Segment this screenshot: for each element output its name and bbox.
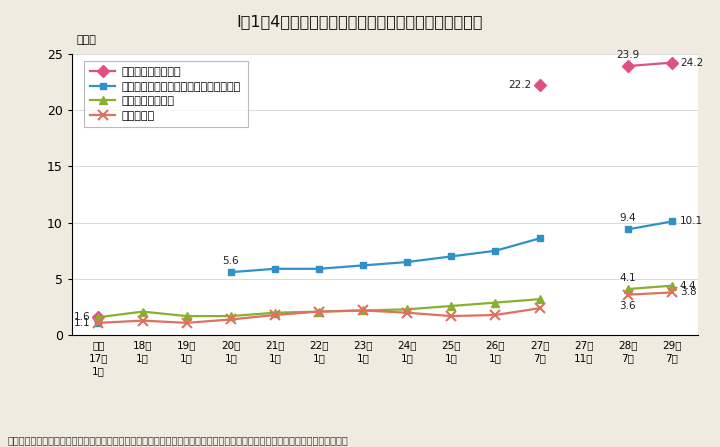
- 指定職相当: [403, 310, 412, 316]
- Text: 10.1: 10.1: [680, 216, 703, 227]
- 本省課室長相当職: [271, 310, 279, 316]
- 本省課室長相当職: [94, 315, 103, 320]
- 指定職相当: [315, 309, 323, 314]
- 本省課室長相当職: [447, 303, 456, 308]
- Text: 3.8: 3.8: [680, 287, 696, 297]
- 指定職相当: [271, 312, 279, 318]
- Line: 指定職相当: 指定職相当: [94, 304, 544, 328]
- 指定職相当: [535, 306, 544, 311]
- Text: 5.6: 5.6: [222, 256, 239, 266]
- Text: I－1－4図　役職段階別国家公務員の女性の割合の推移: I－1－4図 役職段階別国家公務員の女性の割合の推移: [237, 14, 483, 29]
- 指定職相当: [447, 313, 456, 319]
- 本省課室長相当職: [138, 309, 147, 314]
- Text: （備考）内閣官房内閣人事局「女性国家公務員の登用状況及び国家公務員の育児休業等の取得状況のフォローアップ」より作成。: （備考）内閣官房内閣人事局「女性国家公務員の登用状況及び国家公務員の育児休業等の…: [7, 435, 348, 445]
- Text: 1.1: 1.1: [74, 318, 91, 328]
- Line: 本省課室長相当職: 本省課室長相当職: [94, 295, 544, 321]
- 指定職相当: [359, 308, 367, 313]
- 本省課室長相当職: [403, 307, 412, 312]
- Text: 4.1: 4.1: [619, 273, 636, 283]
- 指定職相当: [491, 312, 500, 318]
- Text: 4.4: 4.4: [680, 281, 696, 291]
- Text: 9.4: 9.4: [619, 213, 636, 223]
- 本省課室長相当職: [359, 308, 367, 313]
- Text: 1.6: 1.6: [74, 312, 91, 322]
- 本省課室長相当職: [182, 313, 191, 319]
- Text: 24.2: 24.2: [680, 58, 703, 67]
- Legend: 係長相当職（本省）, 国の地方機関課長・本省課長補佐相当職, 本省課室長相当職, 指定職相当: 係長相当職（本省）, 国の地方機関課長・本省課長補佐相当職, 本省課室長相当職,…: [84, 61, 248, 127]
- 指定職相当: [94, 320, 103, 325]
- 本省課室長相当職: [535, 296, 544, 302]
- Text: （％）: （％）: [76, 34, 96, 45]
- 指定職相当: [227, 317, 235, 322]
- Text: 22.2: 22.2: [508, 80, 531, 90]
- 本省課室長相当職: [491, 300, 500, 305]
- Text: 3.6: 3.6: [619, 301, 636, 311]
- 本省課室長相当職: [227, 313, 235, 319]
- 本省課室長相当職: [315, 309, 323, 314]
- 指定職相当: [182, 320, 191, 325]
- Text: 23.9: 23.9: [616, 50, 639, 60]
- 指定職相当: [138, 318, 147, 323]
